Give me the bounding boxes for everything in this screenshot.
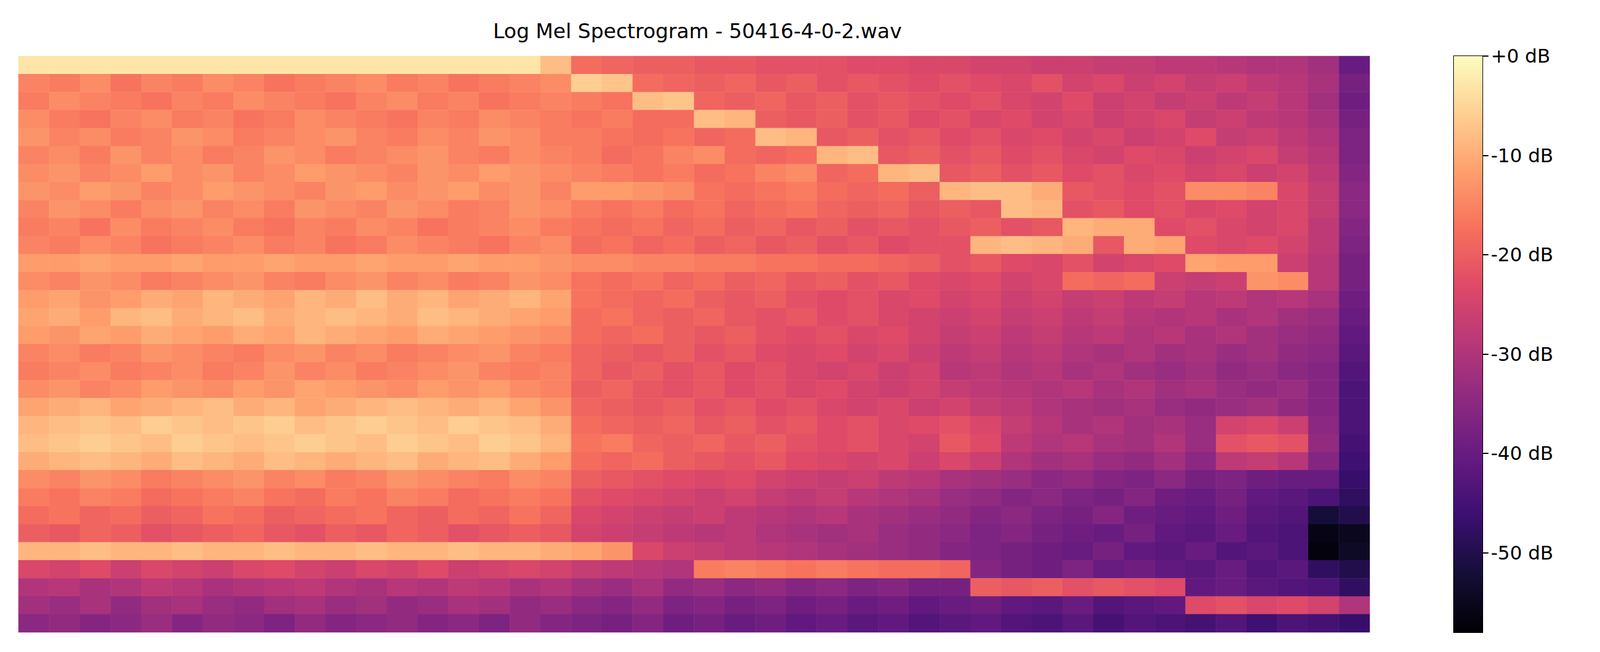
svg-text:Log Mel Spectrogram - 50416-4-: Log Mel Spectrogram - 50416-4-0-2.wav [492,19,902,43]
svg-text:-50 dB: -50 dB [1490,541,1554,565]
svg-text:-20 dB: -20 dB [1490,243,1554,267]
svg-text:-10 dB: -10 dB [1490,144,1554,168]
svg-text:+0 dB: +0 dB [1490,44,1551,68]
svg-text:-40 dB: -40 dB [1490,442,1554,465]
svg-text:-30 dB: -30 dB [1490,343,1554,366]
